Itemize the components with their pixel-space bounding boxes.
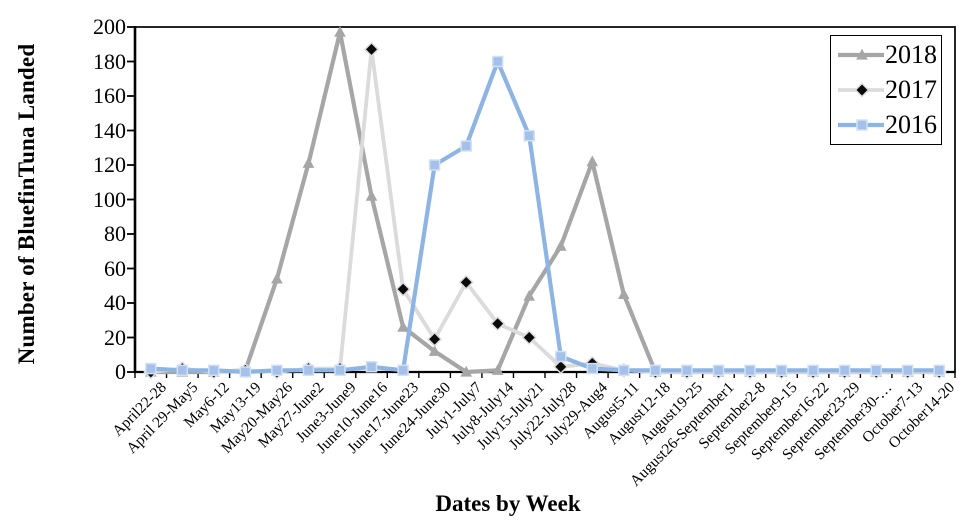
marker-diamond <box>458 274 474 290</box>
y-tick-label: 160 <box>93 83 126 108</box>
marker-square <box>681 364 693 377</box>
marker-diamond <box>363 41 380 57</box>
marker-diamond <box>490 316 506 332</box>
marker-square <box>460 140 472 152</box>
legend-label: 2018 <box>885 40 937 70</box>
marker-square <box>334 364 346 377</box>
marker-diamond <box>427 331 443 347</box>
marker-triangle <box>618 288 630 299</box>
marker-square <box>618 364 630 377</box>
legend-entry-2017: 2017 <box>837 74 937 104</box>
marker-square <box>856 118 868 131</box>
y-tick-label: 120 <box>93 152 126 177</box>
marker-triangle <box>302 157 315 168</box>
legend-swatch-diamond <box>838 82 884 98</box>
y-tick-label: 200 <box>93 14 126 39</box>
y-tick-label: 180 <box>93 48 126 74</box>
marker-triangle <box>365 189 378 201</box>
legend-swatch-triangle <box>838 49 884 60</box>
marker-triangle <box>491 364 504 375</box>
marker-diamond <box>521 329 537 346</box>
marker-square <box>271 364 283 377</box>
marker-diamond <box>854 82 870 98</box>
marker-triangle <box>555 239 567 251</box>
marker-triangle <box>397 320 409 332</box>
marker-square <box>649 364 662 377</box>
marker-square <box>775 364 788 377</box>
marker-square <box>933 364 945 377</box>
marker-triangle <box>334 26 346 37</box>
marker-square <box>176 364 189 377</box>
marker-triangle <box>271 272 283 284</box>
y-tick-label: 80 <box>104 221 126 246</box>
legend-label: 2016 <box>885 109 937 139</box>
marker-square <box>901 364 914 377</box>
y-tick-label: 140 <box>93 117 126 143</box>
y-tick-label: 100 <box>93 186 126 212</box>
marker-square <box>208 364 220 377</box>
marker-triangle <box>856 49 868 60</box>
y-tick-label: 0 <box>115 359 126 384</box>
marker-triangle <box>523 289 535 301</box>
marker-square <box>838 364 851 377</box>
marker-triangle <box>428 345 441 356</box>
marker-square <box>712 364 725 377</box>
marker-square <box>239 366 252 378</box>
marker-triangle <box>586 155 599 167</box>
legend-entry-2016: 2016 <box>837 109 937 139</box>
marker-square <box>807 364 819 377</box>
marker-square <box>397 364 409 377</box>
marker-diamond <box>553 359 569 375</box>
marker-square <box>586 362 599 375</box>
series-line-2017 <box>150 47 940 374</box>
marker-square <box>145 362 157 375</box>
legend-swatch-square <box>838 118 884 131</box>
marker-square <box>491 55 504 68</box>
y-tick-label: 60 <box>104 255 126 281</box>
marker-square <box>744 364 756 377</box>
marker-triangle <box>460 365 472 377</box>
legend: 2018 2017 2016 <box>830 35 942 145</box>
x-axis-title: Dates by Week <box>435 491 581 516</box>
marker-square <box>555 350 567 363</box>
y-tick-label: 20 <box>104 324 126 350</box>
marker-square <box>870 364 882 377</box>
marker-diamond <box>395 281 411 297</box>
marker-square <box>523 129 535 142</box>
marker-square <box>365 361 378 373</box>
legend-entry-2018: 2018 <box>837 42 937 68</box>
y-tick-label: 40 <box>104 290 126 315</box>
legend-label: 2017 <box>885 74 937 104</box>
marker-square <box>428 159 441 171</box>
series-line-2018 <box>150 30 940 375</box>
marker-square <box>302 364 315 377</box>
series-line-2016 <box>150 59 940 375</box>
